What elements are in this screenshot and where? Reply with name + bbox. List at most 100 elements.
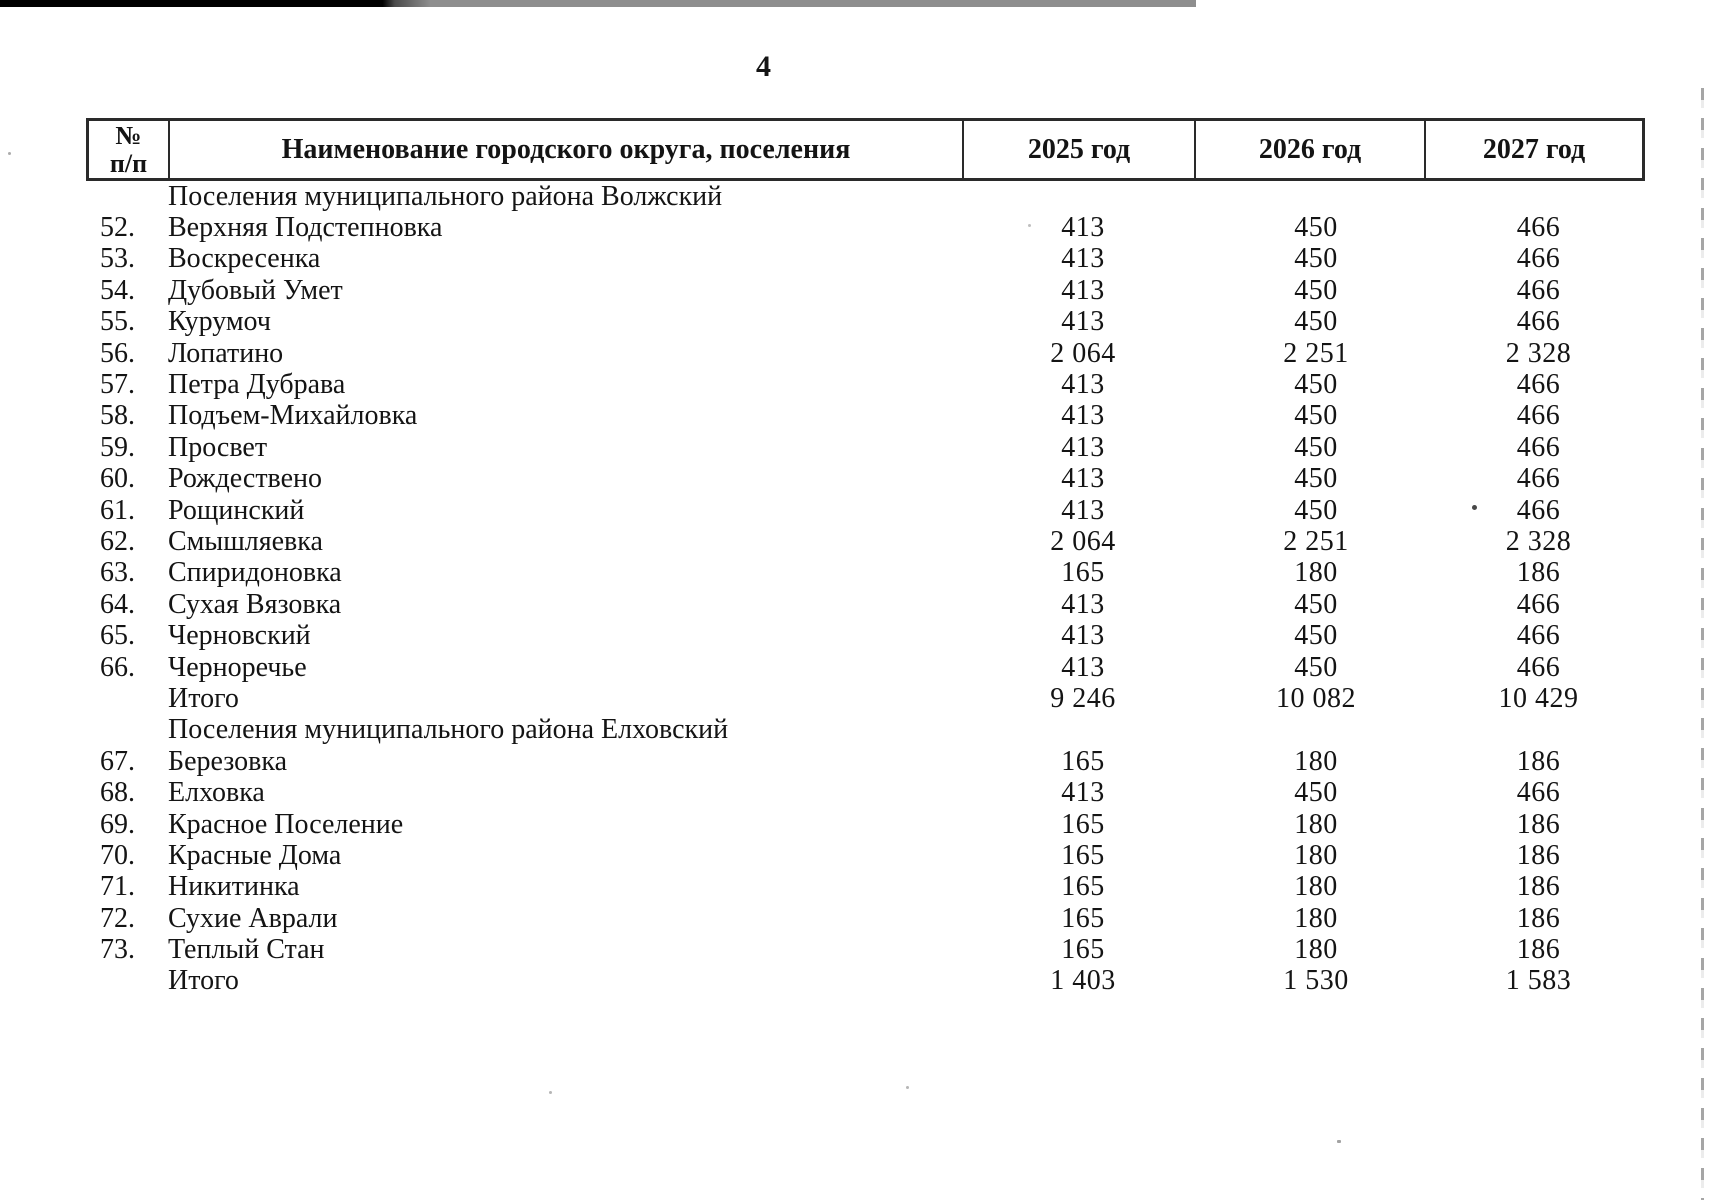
total-row: Итого 1 403 1 530 1 583: [86, 965, 1645, 997]
row-number: 55.: [100, 306, 135, 338]
scan-speck: [8, 152, 11, 155]
settlement-name: Итого: [168, 965, 239, 997]
settlement-name: Сухие Аврали: [168, 902, 338, 934]
value-2027: 466: [1516, 463, 1561, 495]
header-cell-name: Наименование городского округа, поселени…: [168, 121, 962, 178]
value-2026: 450: [1294, 463, 1338, 495]
row-number: 71.: [100, 871, 135, 903]
value-2026: 450: [1294, 306, 1338, 338]
value-2027: 186: [1516, 839, 1561, 871]
header-num-line2: п/п: [109, 148, 148, 178]
settlement-name: Курумоч: [168, 306, 271, 338]
value-2027: 466: [1516, 494, 1561, 526]
value-2025: 2 064: [1050, 526, 1116, 557]
value-2026: 450: [1294, 777, 1338, 809]
row-number: 56.: [100, 337, 135, 369]
value-2025: 413: [1061, 369, 1105, 401]
value-2025: 165: [1061, 745, 1105, 777]
value-2025: 413: [1061, 651, 1105, 683]
table-row: 64. Сухая Вязовка 413 450 466: [86, 589, 1645, 620]
value-2027: 186: [1516, 871, 1561, 903]
table-row: 58. Подъем-Михайловка 413 450 466: [86, 400, 1645, 432]
settlement-name: Лопатино: [168, 337, 284, 369]
settlement-name: Верхняя Подстепновка: [168, 212, 443, 244]
settlement-name: Дубовый Умет: [168, 274, 343, 306]
value-2025: 165: [1061, 808, 1105, 840]
settlement-name: Красные Дома: [168, 839, 342, 871]
value-2026: 450: [1294, 369, 1338, 401]
table-row: 63. Спиридоновка 165 180 186: [86, 557, 1645, 589]
value-2026: 180: [1294, 745, 1338, 777]
value-2027: 1 583: [1505, 965, 1572, 997]
value-2025: 1 403: [1050, 965, 1116, 997]
page-number: 4: [756, 50, 772, 83]
table-row: 56. Лопатино 2 064 2 251 2 328: [86, 338, 1645, 369]
settlement-name: Итого: [168, 682, 239, 714]
value-2025: 165: [1061, 902, 1105, 934]
value-2027: 466: [1516, 212, 1561, 244]
table-row: 57. Петра Дубрава 413 450 466: [86, 369, 1645, 400]
value-2025: 9 246: [1050, 682, 1116, 714]
table-row: 71. Никитинка 165 180 186: [86, 871, 1645, 903]
value-2027: 466: [1516, 588, 1561, 620]
value-2027: 466: [1516, 243, 1561, 275]
header-cell-2026: 2026 год: [1194, 121, 1424, 178]
value-2026: 1 530: [1283, 965, 1349, 997]
scan-speck: [1472, 505, 1477, 510]
value-2026: 450: [1294, 212, 1338, 244]
row-number: 60.: [100, 463, 135, 495]
row-number: 54.: [100, 274, 135, 306]
table-row: 53. Воскресенка 413 450 466: [86, 243, 1645, 275]
value-2027: 2 328: [1505, 526, 1572, 557]
row-number: 58.: [100, 400, 135, 432]
row-number: 61.: [100, 494, 135, 526]
value-2026: 450: [1294, 620, 1338, 652]
table-row: 73. Теплый Стан 165 180 186: [86, 934, 1645, 965]
settlement-name: Спиридоновка: [168, 557, 342, 589]
settlement-name: Смышляевка: [168, 526, 323, 557]
row-number: 63.: [100, 557, 135, 589]
value-2026: 180: [1294, 902, 1338, 934]
scan-speck: [906, 1086, 909, 1089]
settlement-name: Никитинка: [168, 871, 300, 903]
section-header-row: Поселения муниципального района Волжский: [86, 181, 1645, 212]
value-2026: 10 082: [1276, 682, 1356, 714]
value-2026: 450: [1294, 588, 1338, 620]
value-2025: 2 064: [1050, 337, 1116, 369]
value-2026: 450: [1294, 431, 1338, 463]
value-2026: 180: [1294, 871, 1338, 903]
value-2025: 165: [1061, 871, 1105, 903]
value-2027: 466: [1516, 431, 1561, 463]
settlement-name: Черноречье: [168, 651, 307, 683]
scan-speck: [1337, 1140, 1341, 1143]
row-number: 66.: [100, 651, 135, 683]
value-2025: 413: [1061, 777, 1105, 809]
settlement-name: Елховка: [168, 777, 265, 809]
scan-speck: [549, 1091, 552, 1094]
row-number: 70.: [100, 839, 135, 871]
value-2026: 180: [1294, 839, 1338, 871]
value-2027: 186: [1516, 557, 1561, 589]
header-cell-2025: 2025 год: [962, 121, 1194, 178]
table-body: Поселения муниципального района Волжский…: [86, 181, 1645, 997]
table-row: 67. Березовка 165 180 186: [86, 746, 1645, 777]
value-2026: 450: [1294, 400, 1338, 432]
value-2027: 186: [1516, 902, 1561, 934]
table-header-row: № п/п Наименование городского округа, по…: [86, 118, 1645, 181]
settlement-name: Просвет: [168, 431, 268, 463]
value-2027: 10 429: [1498, 682, 1579, 714]
section-header-row: Поселения муниципального района Елховски…: [86, 714, 1645, 746]
value-2027: 466: [1516, 369, 1561, 401]
settlement-name: Березовка: [168, 745, 287, 777]
row-number: 59.: [100, 431, 135, 463]
settlement-name: Подъем-Михайловка: [168, 400, 418, 432]
scan-speck: [1028, 224, 1031, 227]
value-2025: 413: [1061, 274, 1105, 306]
value-2025: 413: [1061, 463, 1105, 495]
table-row: 66. Черноречье 413 450 466: [86, 652, 1645, 683]
section-title: Поселения муниципального района Волжский: [168, 180, 723, 212]
settlement-name: Рощинский: [168, 494, 305, 526]
value-2025: 413: [1061, 212, 1105, 244]
settlement-name: Черновский: [168, 620, 311, 652]
